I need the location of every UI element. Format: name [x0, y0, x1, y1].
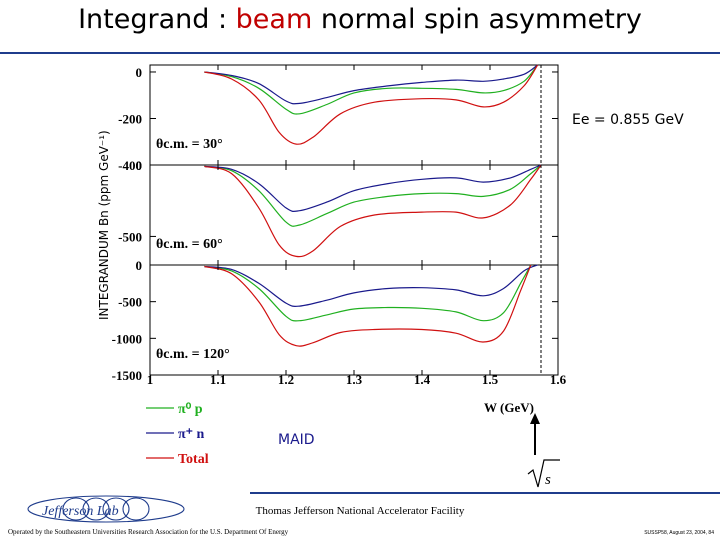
panel-2: 0 -500 θc.m. = 60° — [118, 158, 559, 266]
legend-label: Total — [178, 452, 209, 467]
bottom-rule — [250, 492, 720, 494]
y-tick-label: -1000 — [112, 331, 142, 346]
x-tick-label: 1.3 — [346, 372, 363, 387]
legend: π⁰ p π⁺ n Total — [146, 402, 209, 467]
legend-label: π⁰ p — [178, 402, 203, 417]
series-line — [204, 264, 532, 322]
panel-1: 0 -200 -400 θc.m. = 30° — [118, 64, 559, 173]
panel-angle-label: θc.m. = 60° — [156, 237, 223, 252]
footer-right: SUSSP58, August 23, 2004, 84 — [644, 530, 714, 536]
series-line — [204, 164, 542, 227]
x-tick-label: 1.6 — [550, 372, 567, 387]
series-line — [204, 64, 538, 105]
series-line — [204, 264, 532, 347]
y-tick-label: -200 — [118, 111, 142, 126]
sqrt-s-arrowhead — [530, 413, 540, 424]
series-line — [204, 64, 539, 145]
x-tick-label: 1.4 — [414, 372, 431, 387]
title-suffix: normal spin asymmetry — [312, 4, 642, 35]
top-rule — [0, 52, 720, 54]
x-tick-label: 1.5 — [482, 372, 499, 387]
title-prefix: Integrand : — [78, 4, 236, 35]
y-tick-label: -500 — [118, 295, 142, 310]
sqrt-s-marker — [530, 65, 542, 455]
y-tick-label: -500 — [118, 229, 142, 244]
panel-3: 0 -500 -1000 -1500 θc.m. = 120° — [112, 258, 559, 383]
series-line — [204, 164, 542, 213]
energy-label: Ee = 0.855 GeV — [572, 112, 684, 128]
series-line — [204, 64, 539, 115]
sqrt-s-text: s — [545, 472, 551, 488]
y-tick-label: -1500 — [112, 368, 142, 383]
x-tick-label: 1 — [147, 372, 154, 387]
sqrt-s-symbol: s — [527, 459, 560, 488]
y-tick-label: 0 — [136, 65, 143, 80]
panel-angle-label: θc.m. = 30° — [156, 137, 223, 152]
chart-panels: 0 -200 -400 θc.m. = 30° 0 -500 θc.m. = 60° 0 -50… — [112, 64, 559, 383]
footer-left: Operated by the Southeastern Universitie… — [8, 528, 289, 536]
y-tick-label: 0 — [136, 258, 143, 273]
y-tick-label: -400 — [118, 158, 142, 173]
jefferson-lab-logo: Jefferson Lab — [14, 494, 224, 531]
x-axis-label: W (GeV) — [484, 400, 534, 415]
series-line — [204, 264, 538, 307]
logo-text: Jefferson Lab — [42, 504, 119, 519]
legend-label: π⁺ n — [178, 427, 205, 442]
series-line — [204, 164, 542, 258]
x-tick-label: 1.2 — [278, 372, 294, 387]
x-tick-label: 1.1 — [210, 372, 226, 387]
slide-title: Integrand : beam normal spin asymmetry — [0, 4, 720, 35]
y-tick-label: 0 — [136, 158, 143, 173]
x-axis: 1 1.1 1.2 1.3 1.4 1.5 1.6 — [147, 65, 567, 387]
maid-label: MAID — [278, 432, 315, 448]
footer-center: Thomas Jefferson National Accelerator Fa… — [255, 505, 465, 517]
y-axis-label: INTEGRANDUM Bn (ppm GeV⁻¹) — [97, 130, 111, 320]
title-highlight: beam — [235, 4, 313, 35]
panel-angle-label: θc.m. = 120° — [156, 347, 230, 362]
